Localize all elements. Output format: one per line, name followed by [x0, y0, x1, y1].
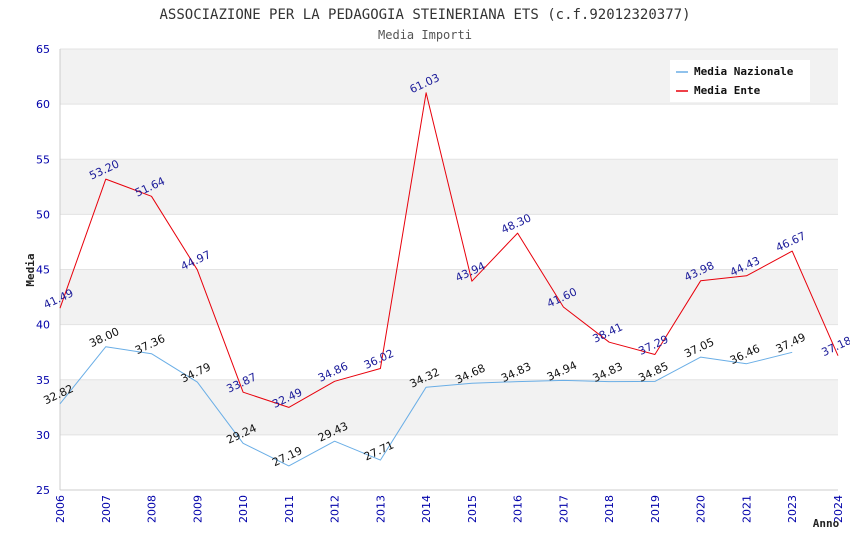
x-tick-label: 2010: [237, 495, 250, 523]
x-tick-label: 2006: [54, 495, 67, 523]
legend-box: [670, 60, 810, 102]
plot-background: [60, 49, 838, 490]
y-tick-label: 30: [36, 429, 50, 442]
axes: [59, 49, 838, 491]
x-axis-label: Anno: [813, 517, 840, 530]
x-tick-label: 2012: [329, 495, 342, 523]
legend-label-media-ente: Media Ente: [694, 84, 761, 97]
plot-band: [60, 324, 838, 380]
x-tick-label: 2023: [786, 495, 799, 523]
x-tick-label: 2008: [146, 495, 159, 523]
chart-title: ASSOCIAZIONE PER LA PEDAGOGIA STEINERIAN…: [159, 7, 690, 23]
x-tick-label: 2014: [420, 495, 433, 523]
plot-band: [60, 434, 838, 490]
y-tick-label: 60: [36, 98, 50, 111]
plot-band: [60, 379, 838, 435]
x-tick-label: 2007: [100, 495, 113, 523]
series-lines: [59, 92, 839, 467]
y-tick-label: 55: [36, 153, 50, 166]
series-line-media-nazionale: [59, 346, 793, 467]
x-tick-label: 2020: [695, 495, 708, 523]
x-tick-label: 2016: [512, 495, 525, 523]
y-tick-label: 45: [36, 264, 50, 277]
y-tick-label: 25: [36, 484, 50, 497]
x-tick-label: 2015: [466, 495, 479, 523]
y-tick-label: 65: [36, 43, 50, 56]
y-tick-labels: 25 30 35 40 45 50 55 60 65: [36, 43, 50, 497]
y-tick-label: 50: [36, 208, 50, 221]
y-tick-label: 35: [36, 374, 50, 387]
x-tick-label: 2024: [832, 495, 845, 523]
plot-band: [60, 104, 838, 160]
x-tick-label: 2018: [603, 495, 616, 523]
plot-band: [60, 269, 838, 325]
legend: Media Nazionale Media Ente: [670, 60, 810, 102]
plot-band: [60, 214, 838, 270]
chart-subtitle: Media Importi: [378, 28, 472, 42]
series-line-media-ente: [59, 92, 839, 408]
x-tick-label: 2017: [557, 495, 570, 523]
x-tick-label: 2019: [649, 495, 662, 523]
x-tick-label: 2013: [374, 495, 387, 523]
x-tick-labels: 2006 2007 2008 2009 2010 2011 2012 2013 2014 2015…: [54, 495, 845, 523]
x-tick-label: 2021: [740, 495, 753, 523]
x-tick-label: 2009: [191, 495, 204, 523]
legend-label-media-nazionale: Media Nazionale: [694, 65, 794, 78]
y-axis-label: Media: [24, 253, 37, 286]
y-tick-label: 40: [36, 319, 50, 332]
x-tick-label: 2011: [283, 495, 296, 523]
